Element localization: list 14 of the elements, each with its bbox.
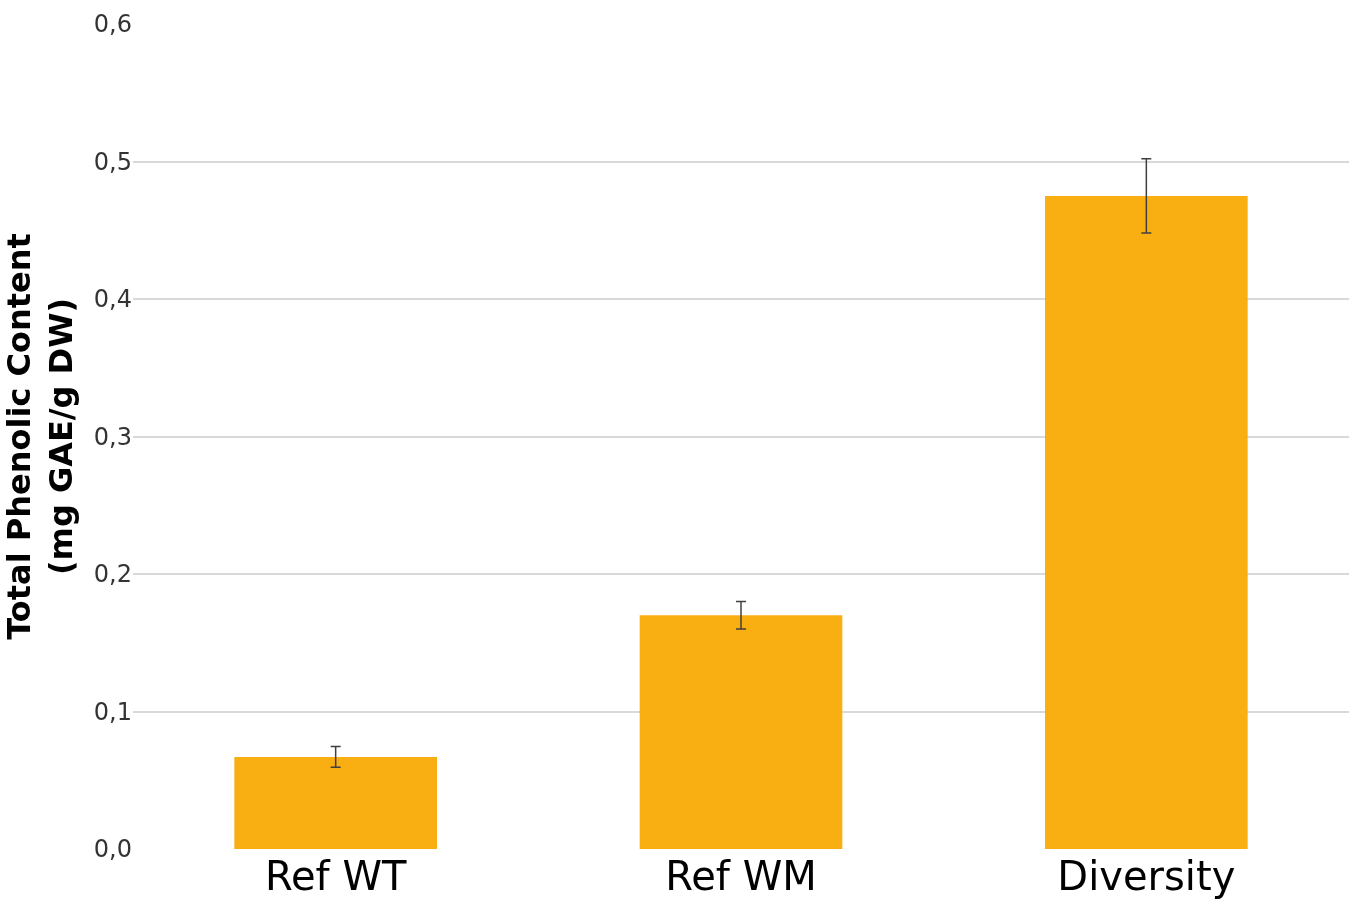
y-tick-label: 0,5 (93, 147, 132, 176)
y-tick-label: 0,6 (93, 10, 132, 39)
y-tick-label: 0,3 (93, 422, 132, 451)
x-tick-label: Ref WM (665, 853, 817, 899)
bar (639, 615, 843, 849)
y-axis-title: Total Phenolic Content (mg GAE/g DW) (0, 233, 80, 640)
x-tick-label: Diversity (1057, 853, 1236, 899)
bar (1045, 195, 1248, 849)
bar (234, 756, 437, 849)
x-tick-label: Ref WT (264, 853, 407, 899)
y-tick-label: 0,2 (93, 560, 132, 589)
y-tick-label: 0,1 (93, 697, 132, 726)
y-tick-label: 0,4 (93, 285, 132, 314)
y-tick-label: 0,0 (93, 835, 132, 864)
